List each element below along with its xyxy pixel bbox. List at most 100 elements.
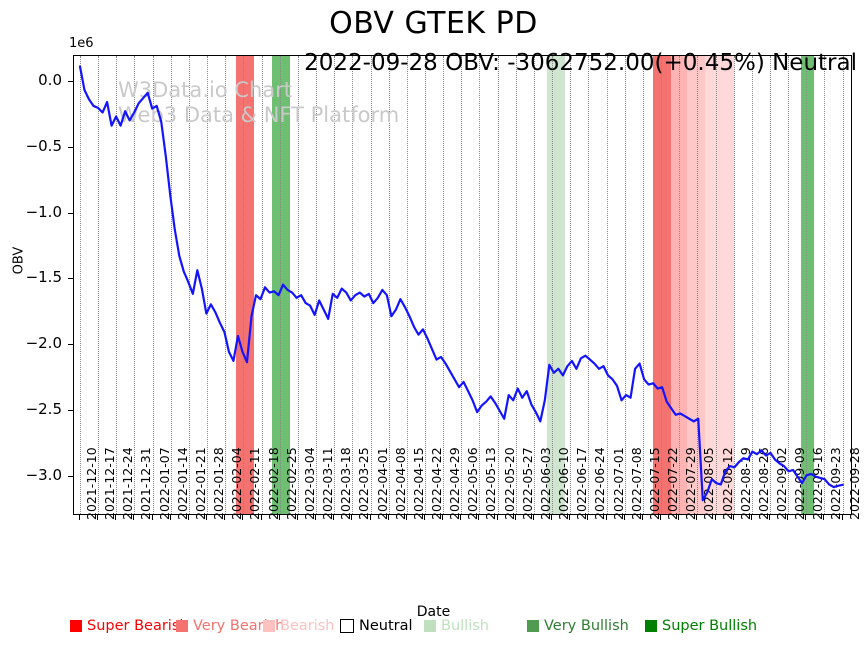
legend-label: Very Bearish xyxy=(193,618,285,634)
gridline xyxy=(297,56,299,514)
y-tick-mark xyxy=(68,212,73,214)
gridline xyxy=(134,56,136,514)
x-tick-mark xyxy=(151,515,153,520)
x-tick-mark xyxy=(787,515,789,520)
x-tick-mark xyxy=(532,515,534,520)
legend-swatch xyxy=(340,619,354,633)
x-tick-mark xyxy=(115,515,117,520)
x-axis-title: Date xyxy=(416,604,451,620)
gridline xyxy=(152,56,154,514)
x-tick-mark xyxy=(424,515,425,520)
gridline xyxy=(443,56,445,514)
x-tick-mark xyxy=(187,515,189,520)
x-tick-mark xyxy=(732,515,734,520)
legend-swatch xyxy=(527,620,539,632)
gridline xyxy=(733,56,735,514)
gridline xyxy=(261,56,263,514)
chart-title: OBV GTEK PD xyxy=(329,6,538,41)
legend-label: Bullish xyxy=(441,618,489,634)
gridline xyxy=(533,56,535,514)
x-tick-mark xyxy=(641,515,643,520)
x-tick-mark xyxy=(133,515,135,520)
y-tick-label: 0.0 xyxy=(38,71,62,90)
gridline xyxy=(570,56,572,514)
x-tick-mark xyxy=(823,515,825,520)
y-tick-mark xyxy=(68,475,73,477)
x-tick-mark xyxy=(841,515,843,520)
legend-label: Very Bullish xyxy=(544,618,629,634)
x-axis-labels: 2021-12-10 2021-12-17 2021-12-24 2021-12-31… xyxy=(0,447,867,608)
x-tick-mark xyxy=(805,515,807,520)
legend-item[interactable]: Neutral xyxy=(340,618,413,634)
gridline xyxy=(352,56,354,514)
x-tick-mark xyxy=(278,515,280,520)
gridline xyxy=(552,56,554,514)
gridline xyxy=(715,56,717,514)
gridline xyxy=(606,56,608,514)
y-axis-exponent: 1e6 xyxy=(69,36,94,51)
x-tick-mark xyxy=(351,515,353,520)
x-tick-mark xyxy=(514,515,516,520)
x-tick-mark xyxy=(587,515,589,520)
watermark-line-1: W3Data.io Chart xyxy=(118,78,293,102)
gridline xyxy=(116,56,118,514)
gridline xyxy=(697,56,699,514)
legend-item[interactable]: Very Bearish xyxy=(176,618,284,634)
legend-item[interactable]: Super Bearish xyxy=(70,618,189,634)
gridline xyxy=(824,56,826,514)
chart-subtitle: 2022-09-28 OBV: -3062752.00(+0.45%) Neut… xyxy=(304,50,857,76)
gridline xyxy=(225,56,227,514)
x-tick-mark xyxy=(169,515,171,520)
gridline xyxy=(425,56,426,514)
gridline xyxy=(461,56,463,514)
x-tick-mark xyxy=(405,515,407,520)
gridline xyxy=(207,56,209,514)
y-tick-label: −2.0 xyxy=(25,334,62,353)
signal-band xyxy=(235,56,254,514)
x-tick-mark xyxy=(678,515,680,520)
legend-item[interactable]: Bearish xyxy=(263,618,335,634)
gridline xyxy=(806,56,808,514)
signal-band xyxy=(687,56,706,514)
legend-item[interactable]: Super Bullish xyxy=(645,618,757,634)
x-tick-mark xyxy=(478,515,480,520)
gridline xyxy=(624,56,626,514)
gridline xyxy=(842,56,844,514)
legend-item[interactable]: Very Bullish xyxy=(527,618,629,634)
gridline xyxy=(479,56,481,514)
gridline xyxy=(661,56,663,514)
x-tick-mark xyxy=(260,515,262,520)
x-tick-mark xyxy=(97,515,99,520)
gridline xyxy=(751,56,753,514)
gridline xyxy=(370,56,372,514)
gridline xyxy=(497,56,499,514)
x-tick-mark xyxy=(442,515,444,520)
gridline xyxy=(642,56,644,514)
gridline xyxy=(80,56,81,514)
x-tick-mark xyxy=(296,515,298,520)
x-tick-mark xyxy=(315,515,317,520)
gridline xyxy=(788,56,790,514)
legend-label: Bearish xyxy=(280,618,335,634)
x-tick-mark xyxy=(660,515,662,520)
gridline xyxy=(334,56,336,514)
x-tick-mark xyxy=(569,515,571,520)
x-tick-mark xyxy=(224,515,226,520)
signal-band xyxy=(271,56,291,514)
obv-line-series xyxy=(78,65,844,502)
legend-item[interactable]: Bullish xyxy=(424,618,489,634)
gridline xyxy=(243,56,245,514)
x-tick-mark xyxy=(623,515,625,520)
signal-band xyxy=(546,56,566,514)
plot-area: W3Data.io Chart Web3 Data & NFT Platform xyxy=(73,55,852,515)
gridline xyxy=(770,56,772,514)
y-tick-mark xyxy=(68,344,73,346)
legend-label: Super Bullish xyxy=(662,618,758,634)
gridline xyxy=(98,56,100,514)
legend-label: Neutral xyxy=(359,618,413,634)
y-tick-mark xyxy=(68,147,73,148)
y-tick-label: −1.5 xyxy=(25,268,62,287)
x-tick-mark xyxy=(750,515,752,520)
y-tick-mark xyxy=(68,278,73,280)
